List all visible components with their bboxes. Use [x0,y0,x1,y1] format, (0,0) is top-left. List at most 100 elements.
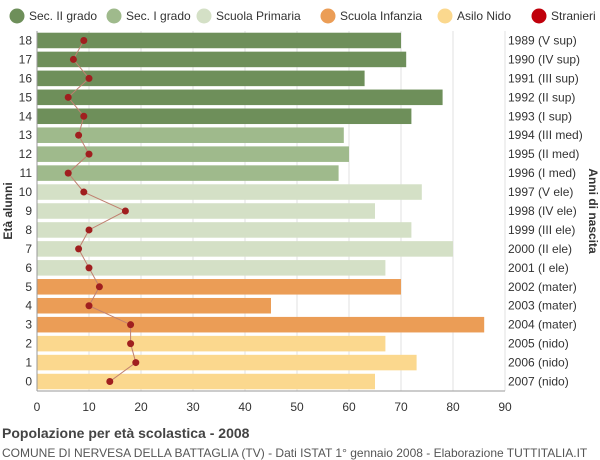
age-label: 10 [19,185,33,199]
bar [37,203,375,219]
birth-year-label: 2000 (II ele) [508,242,572,256]
birth-year-label: 2006 (nido) [508,356,569,370]
bar [37,354,417,371]
age-label: 16 [19,71,33,85]
bar [37,108,412,125]
chart-subtitle: COMUNE DI NERVESA DELLA BATTAGLIA (TV) -… [2,446,588,460]
bar [37,70,365,87]
x-tick-label: 80 [446,400,460,414]
age-label: 9 [25,204,32,218]
bar [37,127,344,143]
legend-label: Asilo Nido [457,9,511,23]
legend-item: Sec. II grado [9,8,97,24]
legend-marker [531,8,547,24]
bar [37,279,401,295]
stranieri-point [121,207,129,215]
birth-year-label: 2005 (nido) [508,337,569,351]
stranieri-point [127,340,135,348]
age-label: 13 [19,128,33,142]
birth-year-label: 1992 (II sup) [508,90,575,104]
x-tick-label: 40 [238,400,252,414]
stranieri-point [85,264,93,272]
age-label: 15 [19,90,33,104]
stranieri-point [85,302,93,310]
age-label: 17 [19,52,33,66]
stranieri-point [127,321,135,329]
stranieri-point [85,150,93,158]
chart-title: Popolazione per età scolastica - 2008 [2,425,250,441]
stranieri-point [85,226,93,234]
birth-year-label: 1995 (II med) [508,147,579,161]
birth-year-label: 1991 (III sup) [508,71,579,85]
bar [37,184,422,200]
stranieri-point [69,55,77,63]
stranieri-point [64,93,72,101]
bar [37,89,443,106]
stranieri-point [95,283,103,291]
x-tick-label: 10 [82,400,96,414]
bar [37,165,339,181]
legend-marker [9,8,25,24]
birth-year-label: 2002 (mater) [508,280,577,294]
legend-label: Stranieri [551,9,596,23]
x-tick-label: 60 [342,400,356,414]
x-tick-label: 70 [394,400,408,414]
birth-year-label: 1993 (I sup) [508,109,572,123]
legend-label: Sec. I grado [126,9,191,23]
stranieri-point [80,188,88,196]
birth-year-label: 1996 (I med) [508,166,576,180]
stranieri-point [80,112,88,120]
legend-item: Stranieri [531,8,596,24]
age-label: 18 [19,33,33,47]
x-tick-label: 30 [186,400,200,414]
birth-year-label: 1997 (V ele) [508,185,573,199]
age-label: 12 [19,147,33,161]
age-label: 8 [25,223,32,237]
birth-year-label: 2003 (mater) [508,299,577,313]
bar [37,146,349,162]
stranieri-point [106,378,114,386]
birth-year-label: 1990 (IV sup) [508,52,580,66]
bar [37,32,401,49]
x-tick-label: 20 [134,400,148,414]
stranieri-point [80,36,88,44]
stranieri-point [75,245,83,253]
legend-label: Scuola Infanzia [340,9,422,23]
bar [37,373,375,390]
bar [37,260,386,276]
legend-marker [437,8,453,24]
stranieri-point [132,359,140,367]
birth-year-label: 1989 (V sup) [508,33,577,47]
stranieri-point [64,169,72,177]
birth-year-label: 2001 (I ele) [508,261,569,275]
age-label: 6 [25,261,32,275]
birth-year-label: 1998 (IV ele) [508,204,577,218]
x-tick-label: 0 [34,400,41,414]
legend-marker [196,8,212,24]
bar [37,316,485,333]
x-tick-label: 50 [290,400,304,414]
age-label: 5 [25,280,32,294]
legend-item: Sec. I grado [106,8,191,24]
legend-marker [106,8,122,24]
legend-item: Scuola Primaria [196,8,301,24]
birth-year-label: 2004 (mater) [508,318,577,332]
birth-year-label: 2007 (nido) [508,375,569,389]
legend-label: Scuola Primaria [216,9,301,23]
age-label: 2 [25,337,32,351]
stranieri-point [75,131,83,139]
age-label: 0 [25,375,32,389]
legend-item: Asilo Nido [437,8,511,24]
x-tick-label: 90 [498,400,512,414]
y-axis-title-left: Età alunni [1,182,15,239]
stranieri-point [85,74,93,82]
birth-year-label: 1999 (III ele) [508,223,575,237]
bar [37,297,271,314]
age-label: 11 [20,166,33,180]
age-label: 3 [25,318,32,332]
bar [37,51,407,68]
legend-marker [320,8,336,24]
age-label: 14 [19,109,33,123]
